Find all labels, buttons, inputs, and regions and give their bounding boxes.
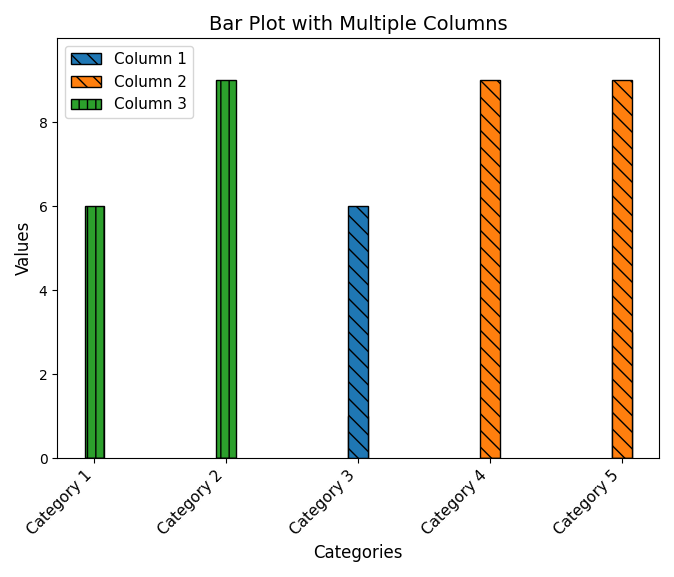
X-axis label: Categories: Categories (313, 544, 403, 562)
Title: Bar Plot with Multiple Columns: Bar Plot with Multiple Columns (209, 15, 508, 34)
Legend: Column 1, Column 2, Column 3: Column 1, Column 2, Column 3 (65, 46, 193, 118)
Bar (480, 80, 500, 458)
Bar (612, 80, 632, 458)
Bar (612, 332, 632, 458)
Bar (216, 80, 236, 458)
Bar (348, 207, 368, 458)
Bar (84, 207, 104, 458)
Bar (348, 416, 368, 458)
Y-axis label: Values: Values (15, 221, 33, 275)
